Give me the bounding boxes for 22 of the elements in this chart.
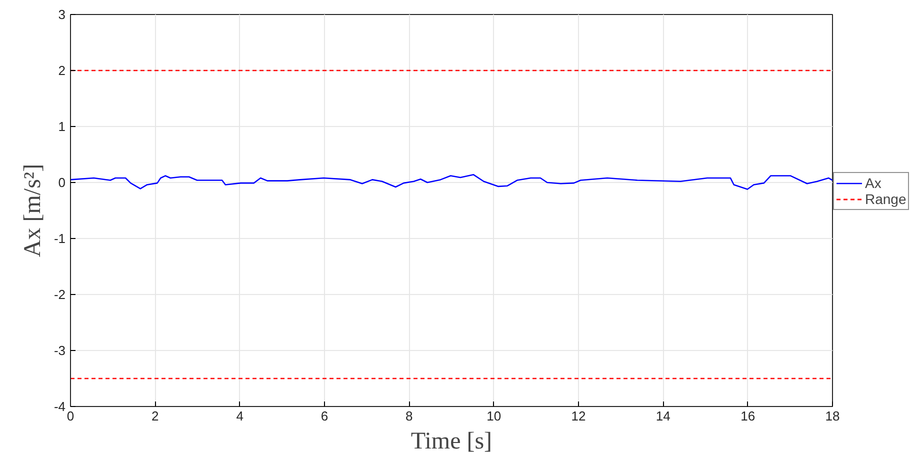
y-tick-label: 0	[58, 175, 66, 190]
x-tick-label: 18	[825, 408, 840, 424]
y-tick-label: -3	[54, 343, 66, 358]
y-tick-label: -4	[54, 399, 66, 414]
x-tick-label: 2	[152, 408, 159, 424]
y-axis-title: Ax [m/s²]	[20, 164, 46, 258]
line-series	[70, 174, 832, 190]
x-tick-label: 8	[406, 408, 413, 424]
x-tick-label: 10	[486, 408, 502, 424]
x-tick-label: 12	[571, 408, 586, 424]
x-tick-label: 4	[236, 408, 244, 424]
x-axis-title: Time [s]	[410, 428, 492, 454]
x-tick-label: 14	[656, 408, 670, 424]
x-tick-label: 6	[320, 408, 328, 424]
legend-label: Range	[865, 191, 906, 207]
y-tick-label: 1	[58, 119, 66, 134]
x-tick-label: 16	[740, 408, 756, 424]
y-tick-label: 2	[58, 63, 66, 78]
legend-label: Ax	[865, 175, 882, 191]
y-tick-label: -2	[54, 287, 66, 302]
y-tick-label: 3	[58, 7, 66, 22]
y-tick-label: -1	[54, 231, 66, 246]
